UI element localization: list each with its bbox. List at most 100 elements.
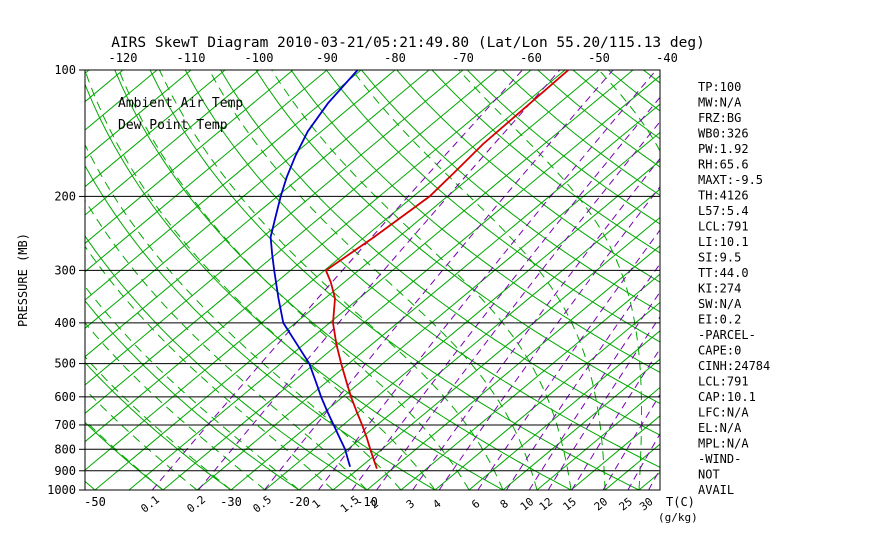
pressure-tick-label: 100 — [54, 63, 76, 77]
isotherm-line — [264, 160, 660, 490]
mixing-ratio-line — [376, 120, 660, 490]
stat-line: LCL:791 — [698, 375, 749, 389]
dry-adiabat-line — [255, 70, 660, 405]
dry-adiabat-line — [466, 70, 660, 225]
mixing-ratio-label: 10 — [518, 495, 536, 513]
pressure-tick-label: 300 — [54, 263, 76, 277]
isotherm-line — [85, 70, 396, 329]
isotherm-line — [85, 70, 498, 414]
temp-unit-label: T(C) — [666, 495, 695, 509]
moist-adiabat-lines — [85, 70, 849, 490]
pressure-tick-label: 200 — [54, 189, 76, 203]
isotherm-lines — [85, 70, 660, 490]
stats-panel: TP:100MW:N/AFRZ:BGWB0:326PW:1.92RH:65.6M… — [698, 80, 770, 497]
pressure-axis-title: PRESSURE (MB) — [16, 233, 30, 327]
top-temp-label: -110 — [177, 51, 206, 65]
mixing-ratio-line — [151, 70, 523, 490]
mixing-ratio-line — [438, 185, 660, 490]
mixing-ratio-line — [627, 432, 660, 490]
top-temp-label: -70 — [452, 51, 474, 65]
stat-line: TH:4126 — [698, 189, 749, 203]
mixing-ratio-line — [318, 70, 657, 490]
stat-line: PW:1.92 — [698, 142, 749, 156]
dry-adiabat-line — [85, 82, 504, 490]
chart-title: AIRS SkewT Diagram 2010-03-21/05:21:49.8… — [111, 35, 705, 51]
mixing-ratio-label: 2 — [368, 497, 381, 511]
mixing-ratio-label: 15 — [560, 495, 578, 513]
stat-line: -PARCEL- — [698, 328, 756, 342]
air-temp-curve — [324, 70, 569, 469]
top-temp-label: -90 — [316, 51, 338, 65]
dry-adiabat-line — [85, 300, 300, 490]
dry-adiabat-line — [85, 164, 436, 490]
isotherm-line — [85, 70, 226, 188]
moist-adiabat-line — [85, 199, 368, 490]
pressure-tick-label: 700 — [54, 418, 76, 432]
stat-line: SI:9.5 — [698, 251, 741, 265]
isotherm-line — [332, 216, 660, 490]
legend-air-temp: Ambient Air Temp — [118, 96, 243, 111]
moist-adiabat-line — [85, 322, 266, 490]
mixing-ratio-line — [198, 70, 561, 490]
mixing-unit-label: (g/kg) — [658, 511, 698, 524]
mixing-ratio-label: 30 — [637, 495, 655, 513]
dry-adiabat-line — [643, 70, 660, 84]
dry-adiabat-line — [85, 361, 232, 490]
isotherm-line — [468, 330, 660, 490]
mixing-ratio-label: 25 — [617, 495, 635, 513]
dry-adiabat-line — [85, 480, 96, 490]
dry-adiabat-line — [149, 70, 640, 490]
isotherm-line — [85, 70, 192, 159]
isotherm-line — [85, 70, 328, 273]
isotherm-line — [434, 301, 660, 490]
mixing-ratio-label: 0.2 — [184, 493, 208, 515]
isotherm-line — [570, 415, 660, 490]
dry-adiabat-line — [114, 70, 572, 490]
isotherm-line — [94, 70, 600, 490]
mixing-ratio-label: 12 — [537, 495, 555, 513]
dry-adiabat-line — [325, 70, 660, 343]
top-temp-label: -50 — [588, 51, 610, 65]
isotherm-line — [400, 273, 660, 490]
pressure-tick-label: 1000 — [47, 483, 76, 497]
dry-adiabat-line — [85, 421, 164, 490]
moist-adiabat-line — [458, 70, 642, 490]
stat-line: EL:N/A — [698, 421, 742, 435]
pressure-tick-label: 500 — [54, 357, 76, 371]
isotherm-line — [298, 188, 660, 490]
top-temp-label: -100 — [245, 51, 274, 65]
mixing-ratio-line — [648, 468, 660, 490]
bottom-temp-label: -30 — [220, 495, 242, 509]
moist-adiabat-line — [85, 70, 436, 490]
isotherm-line — [85, 70, 532, 443]
stat-line: TP:100 — [698, 80, 741, 94]
stat-line: LCL:791 — [698, 220, 749, 234]
mixing-ratio-line — [412, 157, 660, 490]
stat-line: -WIND- — [698, 452, 741, 466]
pressure-gridlines — [79, 69, 660, 491]
dry-adiabat-line — [184, 70, 660, 468]
stat-line: L57:5.4 — [698, 204, 749, 218]
stat-line: KI:274 — [698, 282, 741, 296]
stat-line: MAXT:-9.5 — [698, 173, 763, 187]
stat-line: WB0:326 — [698, 127, 749, 141]
plot-frame — [84, 69, 661, 491]
mixing-ratio-line — [528, 291, 660, 490]
top-temp-label: -80 — [384, 51, 406, 65]
moist-adiabat-line — [741, 70, 849, 490]
isotherm-line — [638, 471, 660, 490]
mixing-ratio-label: 8 — [498, 497, 511, 511]
isotherm-line — [85, 70, 294, 244]
stat-line: AVAIL — [698, 483, 734, 497]
isotherm-line — [85, 70, 430, 358]
dry-adiabat-lines — [85, 70, 660, 490]
stat-line: LFC:N/A — [698, 406, 749, 420]
sounding-curves — [269, 70, 569, 469]
mixing-ratio-label: 4 — [430, 497, 444, 512]
stat-line: FRZ:BG — [698, 111, 741, 125]
dry-adiabat-line — [85, 235, 368, 490]
stat-line: EI:0.2 — [698, 313, 741, 327]
plot-frame-group — [84, 69, 661, 491]
pressure-tick-label: 900 — [54, 464, 76, 478]
